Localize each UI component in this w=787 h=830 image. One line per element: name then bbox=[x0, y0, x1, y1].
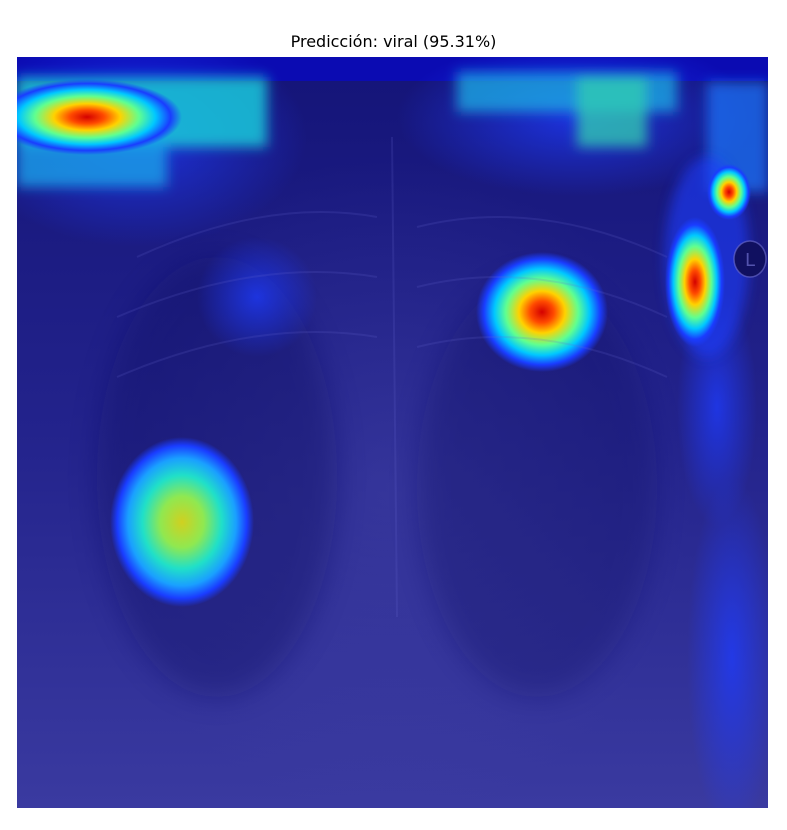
side-marker-letter: L bbox=[745, 250, 755, 271]
figure-title: Predicción: viral (95.31%) bbox=[290, 32, 497, 51]
heatmap-overlay: L bbox=[17, 57, 768, 808]
side-marker: L bbox=[733, 240, 767, 278]
gradcam-heatmap-image: L bbox=[17, 57, 768, 808]
